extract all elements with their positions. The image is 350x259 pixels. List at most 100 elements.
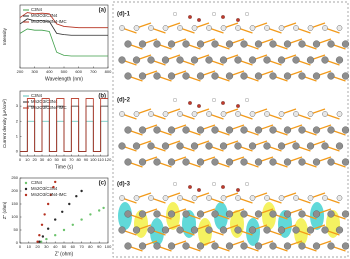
atom xyxy=(335,226,344,234)
atom xyxy=(248,142,257,150)
panel-label: (c) xyxy=(99,181,106,187)
x-tick-label: 40 xyxy=(53,244,58,249)
atom xyxy=(182,210,190,218)
legend-label: Mn2O3/C3N4-IMC xyxy=(31,192,67,197)
atom xyxy=(269,210,277,218)
legend-label: Mn2O3/C3N4-IMC xyxy=(31,19,67,24)
atom xyxy=(153,72,161,80)
atom xyxy=(240,40,248,48)
y-tick-label: 3 xyxy=(16,103,19,108)
atom xyxy=(312,72,321,80)
atom xyxy=(322,25,328,31)
atom xyxy=(124,126,132,134)
x-axis-label: Wavelength (nm) xyxy=(45,76,83,82)
atom xyxy=(196,40,205,48)
data-point xyxy=(41,235,45,238)
structure-image xyxy=(118,182,350,252)
legend-label: Mn2O3/C3N4-IMC xyxy=(31,105,67,110)
atom xyxy=(278,195,285,201)
molecule-atom xyxy=(212,182,216,186)
x-tick-label: 110 xyxy=(97,157,104,162)
x-tick-label: 500 xyxy=(61,69,68,74)
atom xyxy=(196,242,205,250)
atom xyxy=(277,142,286,150)
atom xyxy=(235,111,241,117)
structure-image xyxy=(118,12,350,82)
y-axis-label: Z'' (ohm) xyxy=(2,201,7,219)
atom xyxy=(283,72,292,80)
panel-label: (a) xyxy=(99,8,106,14)
atom xyxy=(306,56,315,64)
atom xyxy=(133,111,140,117)
atom xyxy=(254,210,263,218)
molecule-atom xyxy=(245,182,249,186)
structure-image xyxy=(118,98,350,168)
atom xyxy=(206,25,212,31)
atom xyxy=(167,242,176,250)
atom xyxy=(234,226,242,234)
atom xyxy=(321,56,329,64)
atom xyxy=(269,72,277,80)
data-point xyxy=(54,234,57,237)
atom xyxy=(341,40,350,48)
legend-swatch xyxy=(24,193,28,197)
molecule-atom xyxy=(197,18,201,22)
legend-swatch xyxy=(24,187,28,191)
atom xyxy=(225,72,234,80)
molecule-atom xyxy=(245,98,249,102)
atom xyxy=(153,40,161,48)
x-tick-label: 800 xyxy=(105,69,112,74)
atom xyxy=(206,195,212,201)
data-point xyxy=(62,228,66,232)
molecule-atom xyxy=(173,98,177,102)
atom xyxy=(148,25,154,31)
atom xyxy=(254,126,263,134)
data-point xyxy=(39,240,43,243)
data-point xyxy=(75,195,78,198)
atom xyxy=(283,126,292,134)
atom xyxy=(148,111,154,117)
atom xyxy=(327,210,335,218)
molecule-atom xyxy=(236,104,240,108)
x-tick-label: 30 xyxy=(40,157,45,162)
x-tick-label: 90 xyxy=(84,157,89,162)
atom xyxy=(234,142,242,150)
molecule-atom xyxy=(236,188,240,192)
atom xyxy=(335,142,344,150)
atom xyxy=(235,25,241,31)
atom xyxy=(298,40,306,48)
atom xyxy=(147,142,155,150)
atom xyxy=(306,142,315,150)
x-tick-label: 50 xyxy=(54,157,59,162)
image-label: (d)-3 xyxy=(117,182,131,188)
atom xyxy=(225,158,234,166)
atom xyxy=(269,40,277,48)
atom xyxy=(312,210,321,218)
atom xyxy=(298,126,306,134)
atom xyxy=(138,40,147,48)
atom xyxy=(153,126,161,134)
atom xyxy=(132,226,141,234)
atom xyxy=(327,242,335,250)
data-point xyxy=(40,223,44,226)
atom xyxy=(307,25,314,31)
molecule-atom xyxy=(188,101,192,105)
data-point xyxy=(68,202,71,206)
atom xyxy=(321,142,329,150)
atom xyxy=(249,25,256,31)
y-tick-label: 200 xyxy=(11,188,18,193)
molecule-atom xyxy=(221,101,225,105)
atom xyxy=(206,111,212,117)
atom xyxy=(269,242,277,250)
atom xyxy=(235,195,241,201)
atom xyxy=(321,226,329,234)
series-line xyxy=(19,12,108,29)
data-point xyxy=(61,210,64,213)
image-label: (d)-2 xyxy=(117,98,131,104)
data-point xyxy=(46,227,50,230)
atom xyxy=(336,195,343,201)
atom xyxy=(327,72,335,80)
atom xyxy=(240,242,248,250)
molecule-atom xyxy=(197,104,201,108)
data-point xyxy=(45,237,48,241)
